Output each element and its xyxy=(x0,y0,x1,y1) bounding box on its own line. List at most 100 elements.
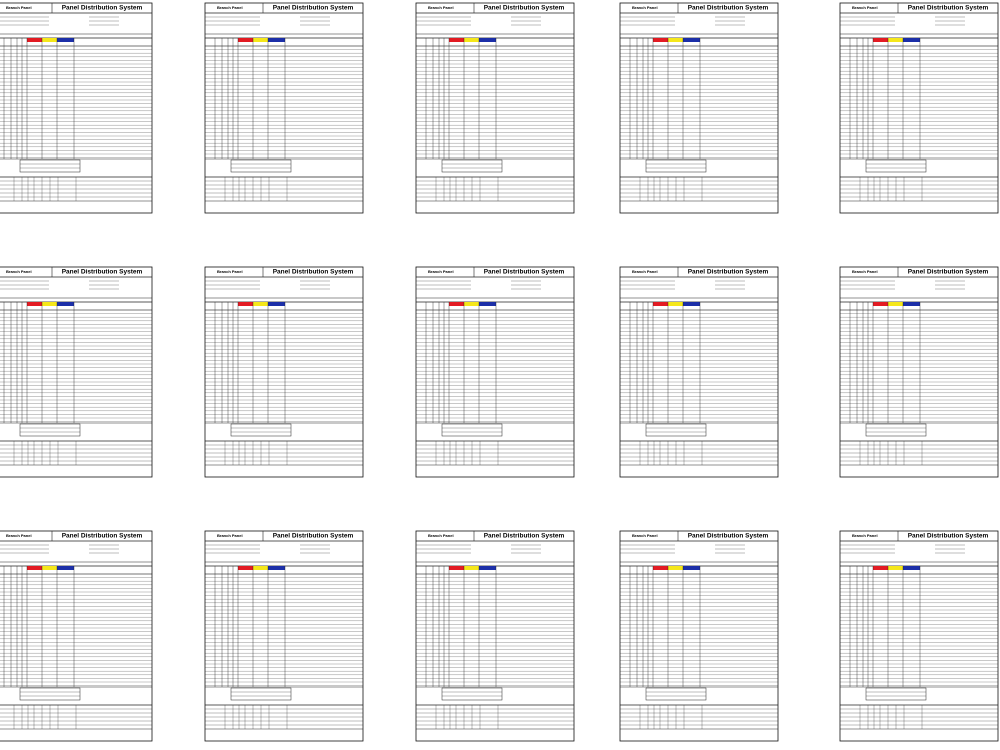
phase-a xyxy=(238,302,253,306)
sheet-border xyxy=(839,530,999,742)
sheet: Branch Panel Panel Distribution System xyxy=(415,266,575,478)
sheet-title: Panel Distribution System xyxy=(688,533,769,540)
totals-box xyxy=(865,687,927,701)
phase-b xyxy=(464,566,479,570)
sheet-border xyxy=(415,266,575,478)
sheet: Branch Panel Panel Distribution System xyxy=(619,2,779,214)
phase-a xyxy=(27,566,42,570)
sheet: Branch Panel Panel Distribution System xyxy=(619,266,779,478)
sheet-title: Panel Distribution System xyxy=(908,269,989,276)
sheet-title: Panel Distribution System xyxy=(62,269,143,276)
phase-c xyxy=(57,302,74,306)
phase-a xyxy=(449,566,464,570)
sheet-title: Panel Distribution System xyxy=(62,533,143,540)
branch-label: Branch Panel xyxy=(6,533,32,538)
phase-b xyxy=(888,302,903,306)
branch-label: Branch Panel xyxy=(6,269,32,274)
totals-box xyxy=(865,423,927,437)
sheet: Branch Panel Panel Distribution System xyxy=(839,530,999,742)
phase-c xyxy=(479,302,496,306)
sheet: Branch Panel Panel Distribution System xyxy=(619,530,779,742)
sheet-title: Panel Distribution System xyxy=(688,5,769,12)
sheet: Branch Panel Panel Distribution System xyxy=(415,2,575,214)
sheet-border xyxy=(415,530,575,742)
branch-label: Branch Panel xyxy=(217,269,243,274)
totals-box xyxy=(441,687,503,701)
branch-label: Branch Panel xyxy=(632,533,658,538)
sheet-border xyxy=(619,530,779,742)
totals-box xyxy=(441,423,503,437)
phase-a xyxy=(653,38,668,42)
phase-c xyxy=(683,38,700,42)
totals-box xyxy=(19,159,81,173)
sheet-title: Panel Distribution System xyxy=(273,5,354,12)
sheet-title: Panel Distribution System xyxy=(908,5,989,12)
totals-box xyxy=(865,159,927,173)
sheet-border xyxy=(839,266,999,478)
phase-b xyxy=(253,566,268,570)
sheet-border xyxy=(204,530,364,742)
phase-a xyxy=(653,302,668,306)
sheet-border xyxy=(839,2,999,214)
phase-a xyxy=(27,302,42,306)
sheet: Branch Panel Panel Distribution System xyxy=(204,530,364,742)
phase-b xyxy=(668,38,683,42)
phase-c xyxy=(479,566,496,570)
totals-box xyxy=(645,423,707,437)
phase-a xyxy=(653,566,668,570)
phase-b xyxy=(42,302,57,306)
phase-a xyxy=(873,566,888,570)
phase-c xyxy=(479,38,496,42)
sheet: Branch Panel Panel Distribution System xyxy=(204,2,364,214)
sheet-border xyxy=(204,266,364,478)
totals-box xyxy=(19,423,81,437)
phase-a xyxy=(873,38,888,42)
sheet: Branch Panel Panel Distribution System xyxy=(0,2,153,214)
branch-label: Branch Panel xyxy=(428,533,454,538)
phase-c xyxy=(683,566,700,570)
totals-box xyxy=(230,687,292,701)
sheet-border xyxy=(415,2,575,214)
totals-box xyxy=(230,159,292,173)
branch-label: Branch Panel xyxy=(428,5,454,10)
phase-b xyxy=(253,302,268,306)
sheet-title: Panel Distribution System xyxy=(62,5,143,12)
totals-box xyxy=(645,687,707,701)
sheet: Branch Panel Panel Distribution System xyxy=(839,2,999,214)
branch-label: Branch Panel xyxy=(428,269,454,274)
sheet-title: Panel Distribution System xyxy=(273,269,354,276)
sheet: Branch Panel Panel Distribution System xyxy=(839,266,999,478)
branch-label: Branch Panel xyxy=(852,5,878,10)
phase-a xyxy=(449,302,464,306)
phase-a xyxy=(873,302,888,306)
phase-b xyxy=(464,38,479,42)
phase-b xyxy=(42,566,57,570)
sheet-title: Panel Distribution System xyxy=(908,533,989,540)
branch-label: Branch Panel xyxy=(852,269,878,274)
branch-label: Branch Panel xyxy=(6,5,32,10)
phase-c xyxy=(903,566,920,570)
phase-b xyxy=(42,38,57,42)
branch-label: Branch Panel xyxy=(632,5,658,10)
totals-box xyxy=(19,687,81,701)
phase-a xyxy=(27,38,42,42)
sheet-title: Panel Distribution System xyxy=(484,5,565,12)
sheet-border xyxy=(619,266,779,478)
sheet-title: Panel Distribution System xyxy=(273,533,354,540)
phase-c xyxy=(903,38,920,42)
sheet: Branch Panel Panel Distribution System xyxy=(0,266,153,478)
sheet-border xyxy=(619,2,779,214)
phase-a xyxy=(238,38,253,42)
branch-label: Branch Panel xyxy=(217,5,243,10)
phase-c xyxy=(57,38,74,42)
phase-c xyxy=(268,38,285,42)
sheet: Branch Panel Panel Distribution System xyxy=(415,530,575,742)
sheet: Branch Panel Panel Distribution System xyxy=(204,266,364,478)
phase-a xyxy=(449,38,464,42)
phase-c xyxy=(268,302,285,306)
phase-b xyxy=(668,566,683,570)
totals-box xyxy=(645,159,707,173)
phase-c xyxy=(57,566,74,570)
phase-c xyxy=(683,302,700,306)
